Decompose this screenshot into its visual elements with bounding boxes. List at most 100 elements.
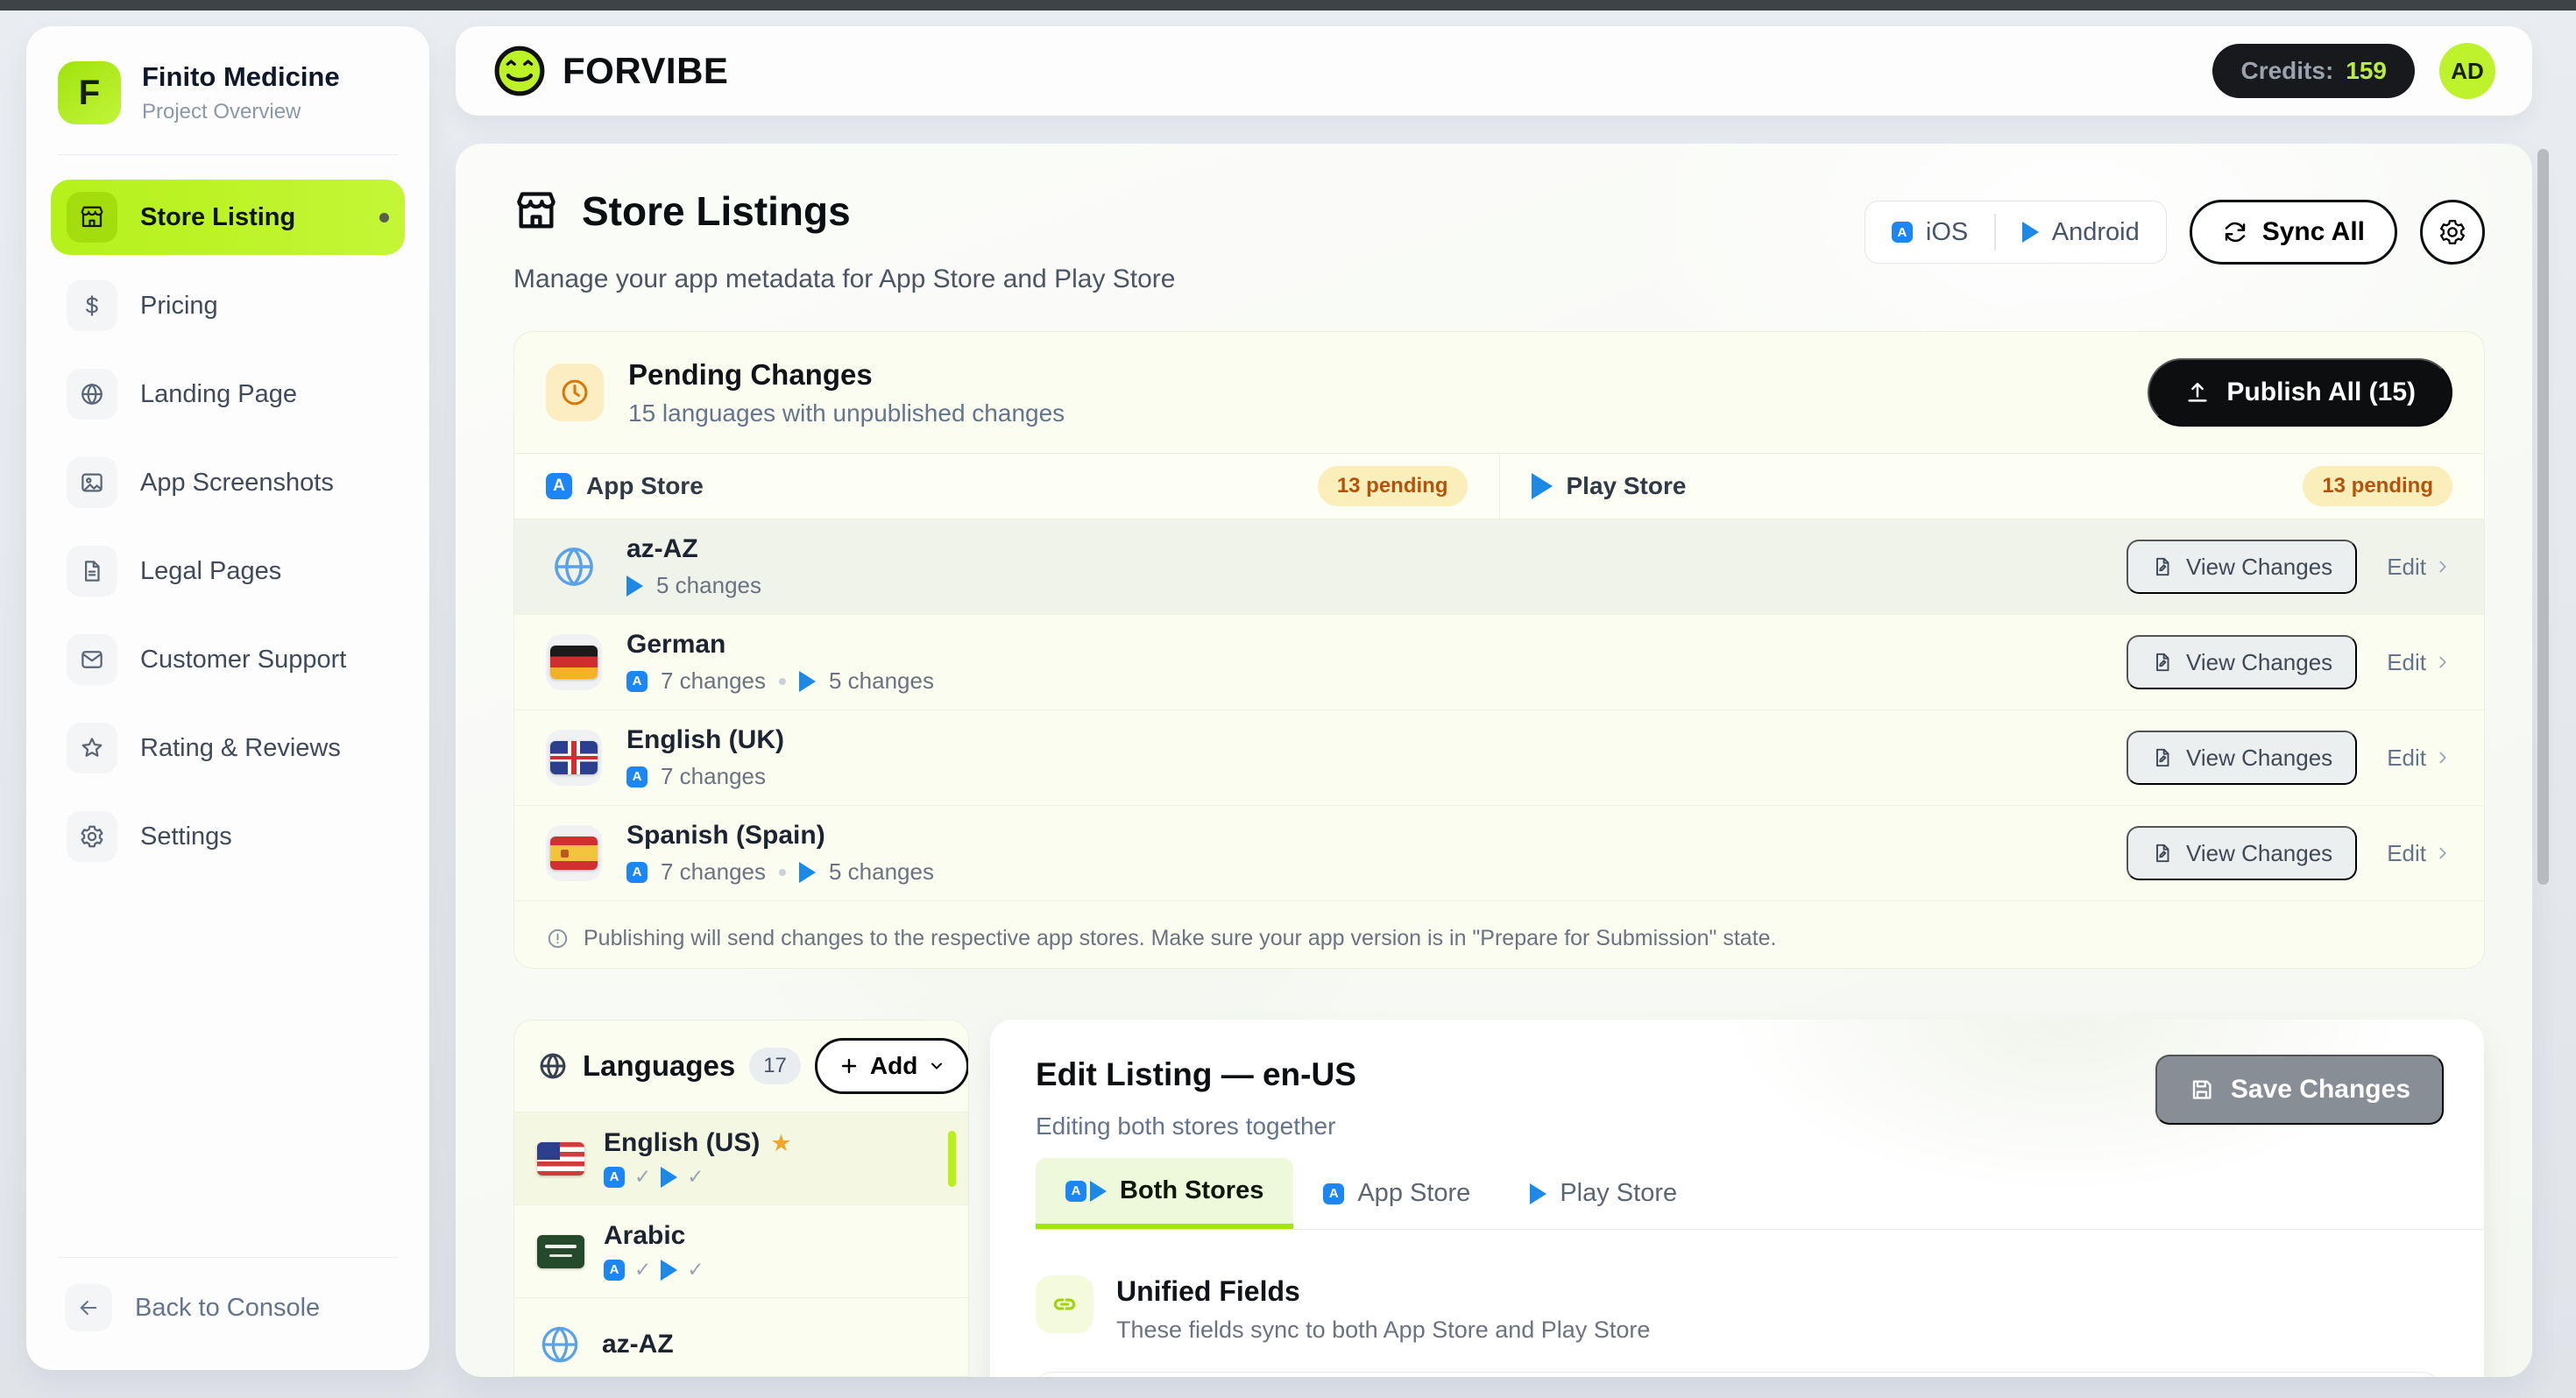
edit-link[interactable]: Edit (2387, 745, 2452, 772)
sidebar-item-legal-pages[interactable]: Legal Pages (51, 533, 405, 609)
credits-value: 159 (2346, 57, 2387, 84)
store-icon (513, 188, 559, 234)
check-icon: ✓ (634, 1258, 652, 1281)
tab-both-stores[interactable]: Both Stores (1036, 1158, 1294, 1229)
sync-all-label: Sync All (2261, 217, 2365, 246)
top-header: FORVIBE Credits: 159 AD (456, 26, 2532, 116)
app-store-icon (1323, 1183, 1345, 1204)
sidebar-item-landing-page[interactable]: Landing Page (51, 357, 405, 432)
play-store-icon (661, 1166, 678, 1188)
tab-app-store[interactable]: App Store (1293, 1158, 1500, 1229)
sidebar-item-label: App Screenshots (140, 468, 334, 497)
gear-icon (67, 811, 117, 862)
save-icon (2189, 1077, 2215, 1103)
app-store-icon (604, 1259, 625, 1281)
flag-spain (546, 825, 602, 881)
chevron-right-icon (2433, 748, 2452, 767)
play-store-icon (798, 861, 816, 883)
view-changes-button[interactable]: View Changes (2127, 635, 2358, 689)
language-item-arabic[interactable]: Arabic ✓ ✓ (514, 1204, 968, 1297)
sidebar-item-label: Settings (140, 822, 232, 851)
sidebar-item-customer-support[interactable]: Customer Support (51, 622, 405, 697)
pending-row-az-az[interactable]: az-AZ 5 changes View Changes Edit (514, 519, 2484, 615)
view-changes-button[interactable]: View Changes (2127, 826, 2358, 880)
edit-link[interactable]: Edit (2387, 649, 2452, 676)
sidebar-nav: Store Listing Pricing Landing Page App S… (26, 155, 429, 874)
chevron-right-icon (2433, 557, 2452, 576)
settings-button[interactable] (2420, 200, 2485, 265)
play-store-icon (798, 670, 816, 692)
sidebar-item-rating-reviews[interactable]: Rating & Reviews (51, 710, 405, 786)
platform-android[interactable]: Android (1996, 201, 2166, 263)
app-changes-count: 7 changes (661, 858, 766, 885)
chevron-down-icon (928, 1057, 945, 1075)
app-changes-count: 7 changes (661, 667, 766, 694)
language-name: English (UK) (626, 725, 784, 754)
globe-icon (67, 369, 117, 420)
pending-row-spanish-spain[interactable]: Spanish (Spain) 7 changes 5 changes View… (514, 806, 2484, 901)
play-changes-count: 5 changes (828, 858, 934, 885)
play-changes-count: 5 changes (656, 572, 761, 598)
sidebar-item-label: Landing Page (140, 379, 297, 408)
check-icon: ✓ (687, 1165, 704, 1188)
app-changes-count: 7 changes (661, 763, 766, 789)
file-pen-icon (2151, 651, 2174, 674)
selected-indicator-bar (948, 1131, 956, 1187)
edit-label: Edit (2387, 744, 2426, 771)
column-label: App Store (586, 472, 704, 499)
language-item-english-us[interactable]: English (US) ★ ✓ ✓ (514, 1112, 968, 1204)
sync-all-button[interactable]: Sync All (2189, 200, 2397, 265)
credits-badge: Credits: 159 (2212, 44, 2415, 98)
app-store-icon (546, 473, 572, 499)
globe-icon (537, 1050, 569, 1082)
platform-ios[interactable]: iOS (1865, 201, 1994, 263)
file-icon (67, 546, 117, 597)
mail-icon (67, 634, 117, 685)
app-store-icon (604, 1166, 625, 1188)
page-title: Store Listings (582, 188, 851, 234)
publish-all-button[interactable]: Publish All (15) (2148, 358, 2452, 427)
save-changes-button[interactable]: Save Changes (2155, 1055, 2444, 1125)
platform-android-label: Android (2051, 217, 2140, 246)
plus-icon (839, 1056, 860, 1077)
add-language-label: Add (869, 1052, 918, 1079)
app-store-icon (1065, 1180, 1086, 1202)
edit-label: Edit (2387, 839, 2426, 866)
view-changes-label: View Changes (2186, 744, 2333, 771)
chevron-right-icon (2433, 844, 2452, 863)
app-store-icon (626, 670, 648, 692)
publish-all-label: Publish All (15) (2226, 378, 2416, 406)
scrollbar-thumb[interactable] (2537, 149, 2549, 885)
platform-ios-label: iOS (1925, 217, 1969, 246)
sidebar-item-settings[interactable]: Settings (51, 799, 405, 874)
view-changes-button[interactable]: View Changes (2127, 540, 2358, 594)
globe-icon (537, 1322, 583, 1367)
project-header: F Finito Medicine Project Overview (26, 26, 429, 154)
project-name: Finito Medicine (142, 61, 340, 92)
edit-link[interactable]: Edit (2387, 840, 2452, 867)
edit-link[interactable]: Edit (2387, 554, 2452, 581)
project-subtitle: Project Overview (142, 100, 301, 124)
back-to-console-label: Back to Console (135, 1293, 321, 1322)
language-name: Spanish (Spain) (626, 821, 825, 850)
sidebar-item-label: Legal Pages (140, 556, 282, 585)
sidebar-item-store-listing[interactable]: Store Listing (51, 180, 405, 255)
language-name: English (US) (604, 1128, 761, 1157)
pending-row-german[interactable]: German 7 changes 5 changes View Changes … (514, 615, 2484, 710)
add-language-button[interactable]: Add (814, 1038, 968, 1094)
image-icon (67, 457, 117, 508)
view-changes-button[interactable]: View Changes (2127, 731, 2358, 785)
language-item-az-az[interactable]: az-AZ (514, 1297, 968, 1377)
user-avatar[interactable]: AD (2439, 43, 2495, 99)
play-store-icon (1090, 1180, 1107, 1202)
sidebar: F Finito Medicine Project Overview Store… (26, 26, 429, 1370)
pending-count-badge: 13 pending (1317, 466, 1468, 506)
view-changes-label: View Changes (2186, 839, 2333, 866)
sidebar-item-app-screenshots[interactable]: App Screenshots (51, 445, 405, 520)
segment-divider (1994, 214, 1996, 251)
separator-dot (778, 868, 786, 876)
back-to-console-button[interactable]: Back to Console (26, 1258, 429, 1370)
tab-play-store[interactable]: Play Store (1500, 1158, 1707, 1229)
pending-row-english-uk[interactable]: English (UK) 7 changes View Changes Edit (514, 710, 2484, 806)
sidebar-item-pricing[interactable]: Pricing (51, 268, 405, 343)
